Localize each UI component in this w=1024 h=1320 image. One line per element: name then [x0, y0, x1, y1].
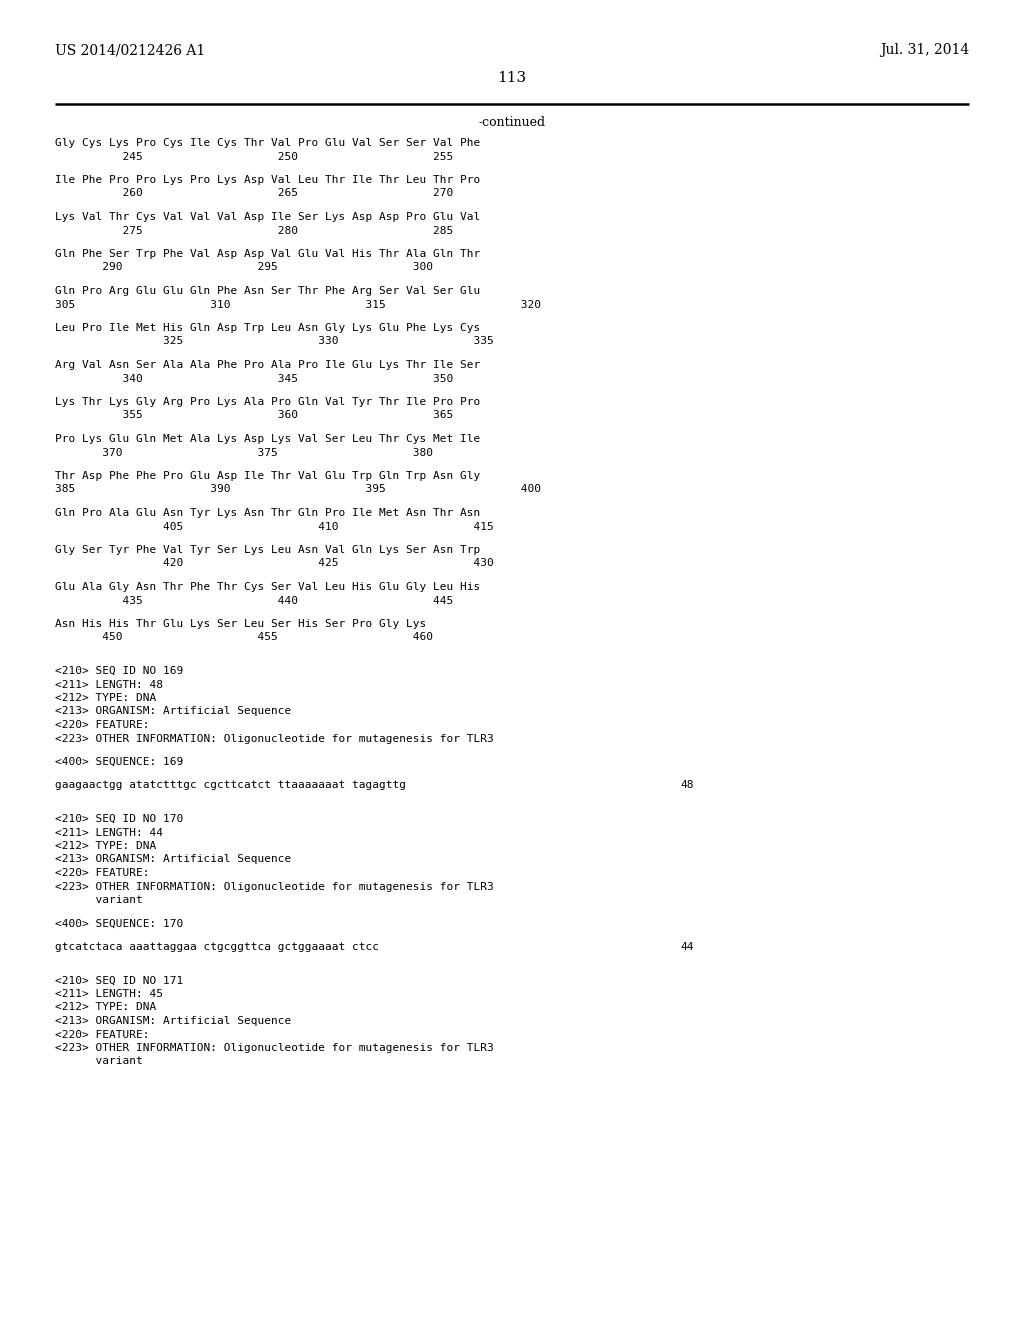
Text: <223> OTHER INFORMATION: Oligonucleotide for mutagenesis for TLR3: <223> OTHER INFORMATION: Oligonucleotide… — [55, 734, 494, 743]
Text: <211> LENGTH: 45: <211> LENGTH: 45 — [55, 989, 163, 999]
Text: Gln Phe Ser Trp Phe Val Asp Asp Val Glu Val His Thr Ala Gln Thr: Gln Phe Ser Trp Phe Val Asp Asp Val Glu … — [55, 249, 480, 259]
Text: Lys Thr Lys Gly Arg Pro Lys Ala Pro Gln Val Tyr Thr Ile Pro Pro: Lys Thr Lys Gly Arg Pro Lys Ala Pro Gln … — [55, 397, 480, 407]
Text: <210> SEQ ID NO 171: <210> SEQ ID NO 171 — [55, 975, 183, 986]
Text: 340                    345                    350: 340 345 350 — [55, 374, 454, 384]
Text: Thr Asp Phe Phe Pro Glu Asp Ile Thr Val Glu Trp Gln Trp Asn Gly: Thr Asp Phe Phe Pro Glu Asp Ile Thr Val … — [55, 471, 480, 480]
Text: <400> SEQUENCE: 170: <400> SEQUENCE: 170 — [55, 919, 183, 928]
Text: <223> OTHER INFORMATION: Oligonucleotide for mutagenesis for TLR3: <223> OTHER INFORMATION: Oligonucleotide… — [55, 1043, 494, 1053]
Text: <211> LENGTH: 44: <211> LENGTH: 44 — [55, 828, 163, 837]
Text: <212> TYPE: DNA: <212> TYPE: DNA — [55, 841, 157, 851]
Text: Arg Val Asn Ser Ala Ala Phe Pro Ala Pro Ile Glu Lys Thr Ile Ser: Arg Val Asn Ser Ala Ala Phe Pro Ala Pro … — [55, 360, 480, 370]
Text: 48: 48 — [680, 780, 693, 791]
Text: Pro Lys Glu Gln Met Ala Lys Asp Lys Val Ser Leu Thr Cys Met Ile: Pro Lys Glu Gln Met Ala Lys Asp Lys Val … — [55, 434, 480, 444]
Text: <400> SEQUENCE: 169: <400> SEQUENCE: 169 — [55, 756, 183, 767]
Text: Glu Ala Gly Asn Thr Phe Thr Cys Ser Val Leu His Glu Gly Leu His: Glu Ala Gly Asn Thr Phe Thr Cys Ser Val … — [55, 582, 480, 591]
Text: 405                    410                    415: 405 410 415 — [55, 521, 494, 532]
Text: 325                    330                    335: 325 330 335 — [55, 337, 494, 346]
Text: gaagaactgg atatctttgc cgcttcatct ttaaaaaaat tagagttg: gaagaactgg atatctttgc cgcttcatct ttaaaaa… — [55, 780, 406, 791]
Text: <220> FEATURE:: <220> FEATURE: — [55, 1030, 150, 1040]
Text: <211> LENGTH: 48: <211> LENGTH: 48 — [55, 680, 163, 689]
Text: 290                    295                    300: 290 295 300 — [55, 263, 433, 272]
Text: 370                    375                    380: 370 375 380 — [55, 447, 433, 458]
Text: <220> FEATURE:: <220> FEATURE: — [55, 719, 150, 730]
Text: variant: variant — [55, 895, 142, 906]
Text: 385                    390                    395                    400: 385 390 395 400 — [55, 484, 541, 495]
Text: Gln Pro Ala Glu Asn Tyr Lys Asn Thr Gln Pro Ile Met Asn Thr Asn: Gln Pro Ala Glu Asn Tyr Lys Asn Thr Gln … — [55, 508, 480, 517]
Text: 275                    280                    285: 275 280 285 — [55, 226, 454, 235]
Text: <223> OTHER INFORMATION: Oligonucleotide for mutagenesis for TLR3: <223> OTHER INFORMATION: Oligonucleotide… — [55, 882, 494, 891]
Text: Gly Cys Lys Pro Cys Ile Cys Thr Val Pro Glu Val Ser Ser Val Phe: Gly Cys Lys Pro Cys Ile Cys Thr Val Pro … — [55, 139, 480, 148]
Text: <210> SEQ ID NO 170: <210> SEQ ID NO 170 — [55, 814, 183, 824]
Text: 355                    360                    365: 355 360 365 — [55, 411, 454, 421]
Text: <210> SEQ ID NO 169: <210> SEQ ID NO 169 — [55, 667, 183, 676]
Text: Asn His His Thr Glu Lys Ser Leu Ser His Ser Pro Gly Lys: Asn His His Thr Glu Lys Ser Leu Ser His … — [55, 619, 426, 630]
Text: Ile Phe Pro Pro Lys Pro Lys Asp Val Leu Thr Ile Thr Leu Thr Pro: Ile Phe Pro Pro Lys Pro Lys Asp Val Leu … — [55, 176, 480, 185]
Text: 113: 113 — [498, 71, 526, 84]
Text: 420                    425                    430: 420 425 430 — [55, 558, 494, 569]
Text: gtcatctaca aaattaggaa ctgcggttca gctggaaaat ctcc: gtcatctaca aaattaggaa ctgcggttca gctggaa… — [55, 942, 379, 952]
Text: Leu Pro Ile Met His Gln Asp Trp Leu Asn Gly Lys Glu Phe Lys Cys: Leu Pro Ile Met His Gln Asp Trp Leu Asn … — [55, 323, 480, 333]
Text: <213> ORGANISM: Artificial Sequence: <213> ORGANISM: Artificial Sequence — [55, 854, 291, 865]
Text: <213> ORGANISM: Artificial Sequence: <213> ORGANISM: Artificial Sequence — [55, 1016, 291, 1026]
Text: <212> TYPE: DNA: <212> TYPE: DNA — [55, 1002, 157, 1012]
Text: <213> ORGANISM: Artificial Sequence: <213> ORGANISM: Artificial Sequence — [55, 706, 291, 717]
Text: 435                    440                    445: 435 440 445 — [55, 595, 454, 606]
Text: -continued: -continued — [478, 116, 546, 128]
Text: 305                    310                    315                    320: 305 310 315 320 — [55, 300, 541, 309]
Text: 245                    250                    255: 245 250 255 — [55, 152, 454, 161]
Text: 260                    265                    270: 260 265 270 — [55, 189, 454, 198]
Text: Gln Pro Arg Glu Glu Gln Phe Asn Ser Thr Phe Arg Ser Val Ser Glu: Gln Pro Arg Glu Glu Gln Phe Asn Ser Thr … — [55, 286, 480, 296]
Text: US 2014/0212426 A1: US 2014/0212426 A1 — [55, 44, 205, 57]
Text: Lys Val Thr Cys Val Val Val Asp Ile Ser Lys Asp Asp Pro Glu Val: Lys Val Thr Cys Val Val Val Asp Ile Ser … — [55, 213, 480, 222]
Text: 44: 44 — [680, 942, 693, 952]
Text: variant: variant — [55, 1056, 142, 1067]
Text: Gly Ser Tyr Phe Val Tyr Ser Lys Leu Asn Val Gln Lys Ser Asn Trp: Gly Ser Tyr Phe Val Tyr Ser Lys Leu Asn … — [55, 545, 480, 554]
Text: Jul. 31, 2014: Jul. 31, 2014 — [880, 44, 969, 57]
Text: 450                    455                    460: 450 455 460 — [55, 632, 433, 643]
Text: <212> TYPE: DNA: <212> TYPE: DNA — [55, 693, 157, 704]
Text: <220> FEATURE:: <220> FEATURE: — [55, 869, 150, 878]
